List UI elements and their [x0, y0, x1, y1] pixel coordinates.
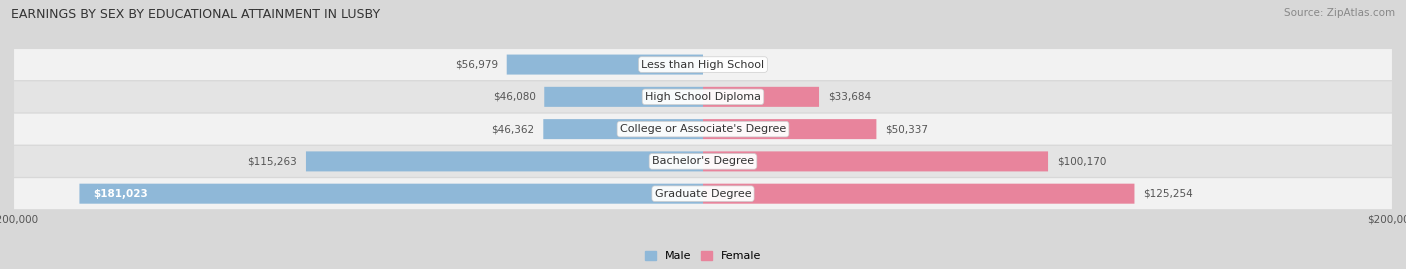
FancyBboxPatch shape: [14, 178, 1392, 209]
FancyBboxPatch shape: [703, 151, 1047, 171]
Text: Less than High School: Less than High School: [641, 59, 765, 70]
Text: $0: $0: [711, 59, 724, 70]
Text: College or Associate's Degree: College or Associate's Degree: [620, 124, 786, 134]
FancyBboxPatch shape: [79, 184, 703, 204]
FancyBboxPatch shape: [543, 119, 703, 139]
Text: EARNINGS BY SEX BY EDUCATIONAL ATTAINMENT IN LUSBY: EARNINGS BY SEX BY EDUCATIONAL ATTAINMEN…: [11, 8, 381, 21]
Text: $56,979: $56,979: [456, 59, 498, 70]
Text: $115,263: $115,263: [247, 156, 297, 167]
Text: $33,684: $33,684: [828, 92, 870, 102]
FancyBboxPatch shape: [544, 87, 703, 107]
Text: $46,362: $46,362: [492, 124, 534, 134]
FancyBboxPatch shape: [14, 114, 1392, 145]
Text: High School Diploma: High School Diploma: [645, 92, 761, 102]
FancyBboxPatch shape: [703, 87, 820, 107]
Text: Source: ZipAtlas.com: Source: ZipAtlas.com: [1284, 8, 1395, 18]
FancyBboxPatch shape: [506, 55, 703, 75]
Legend: Male, Female: Male, Female: [641, 247, 765, 266]
Text: Bachelor's Degree: Bachelor's Degree: [652, 156, 754, 167]
FancyBboxPatch shape: [307, 151, 703, 171]
FancyBboxPatch shape: [14, 81, 1392, 112]
FancyBboxPatch shape: [703, 184, 1135, 204]
FancyBboxPatch shape: [703, 119, 876, 139]
FancyBboxPatch shape: [14, 49, 1392, 80]
Text: $46,080: $46,080: [492, 92, 536, 102]
Text: $125,254: $125,254: [1143, 189, 1192, 199]
Text: $100,170: $100,170: [1057, 156, 1107, 167]
FancyBboxPatch shape: [14, 146, 1392, 177]
Text: Graduate Degree: Graduate Degree: [655, 189, 751, 199]
Text: $50,337: $50,337: [884, 124, 928, 134]
Text: $181,023: $181,023: [93, 189, 148, 199]
